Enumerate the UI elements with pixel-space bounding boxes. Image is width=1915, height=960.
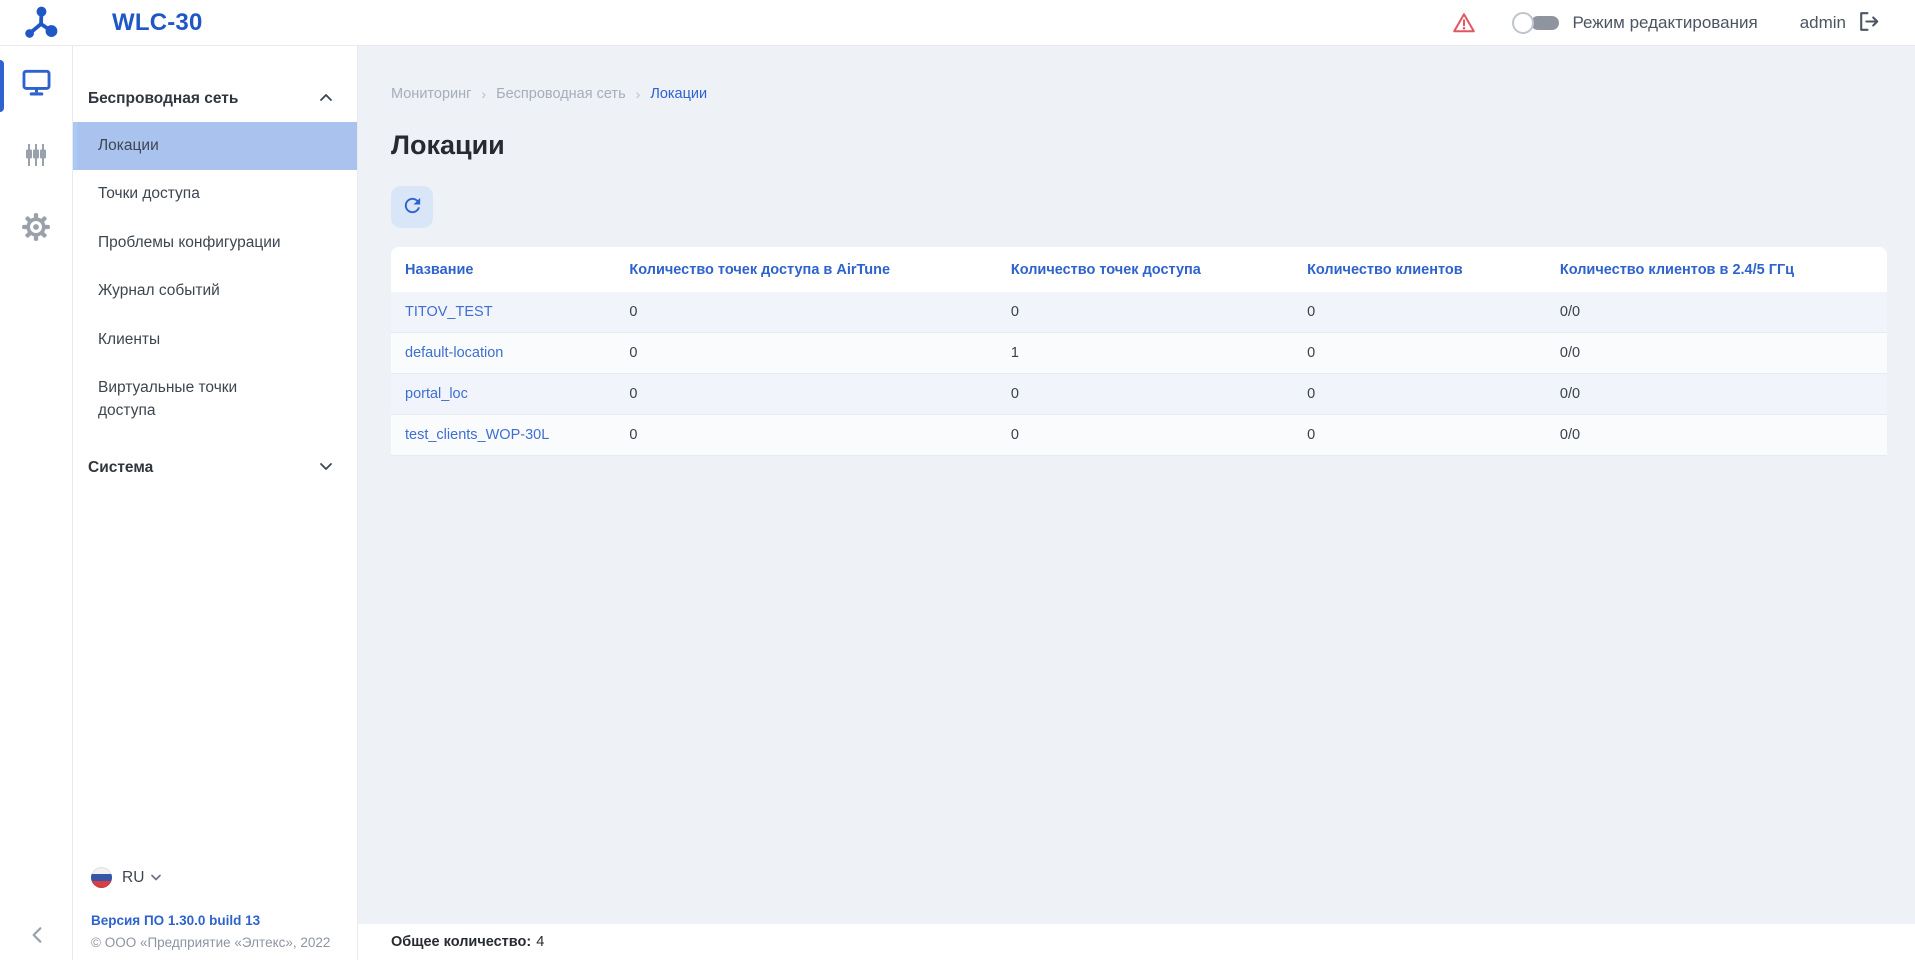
sidebar-item-clients[interactable]: Клиенты (73, 316, 357, 364)
sidebar-item-label: Точки доступа (98, 185, 200, 203)
cell-airtune-aps: 0 (615, 333, 997, 374)
location-link[interactable]: default-location (405, 345, 504, 361)
rail-item-settings[interactable] (12, 204, 60, 252)
warning-triangle-icon[interactable] (1452, 11, 1476, 35)
eltex-logo-icon (22, 4, 60, 42)
sidebar-item-event-log[interactable]: Журнал событий (73, 267, 357, 315)
sidebar-item-label: Журнал событий (98, 282, 220, 300)
icon-rail (0, 46, 73, 960)
sidebar-section-label: Беспроводная сеть (88, 90, 239, 107)
column-header-clients-bands[interactable]: Количество клиентов в 2.4/5 ГГц (1545, 247, 1887, 292)
main-content: Мониторинг › Беспроводная сеть › Локации… (358, 46, 1915, 960)
chevron-down-icon (319, 459, 333, 477)
copyright-text: © ООО «Предприятие «Элтекс», 2022 (91, 935, 331, 950)
cell-clients-bands: 0/0 (1545, 292, 1887, 333)
toggle-track (1531, 15, 1560, 30)
rail-item-configuration[interactable] (12, 132, 60, 180)
monitor-icon (20, 66, 53, 102)
column-header-name[interactable]: Название (391, 247, 616, 292)
menu-sidebar: Беспроводная сеть Локации Точки доступа … (73, 46, 358, 960)
page-title: Локации (391, 130, 505, 160)
cell-airtune-aps: 0 (615, 415, 997, 456)
sidebar-item-label: Проблемы конфигурации (98, 233, 281, 251)
cell-airtune-aps: 0 (615, 292, 997, 333)
cell-clients-bands: 0/0 (1545, 333, 1887, 374)
cell-clients: 0 (1293, 374, 1546, 415)
sidebar-section-wireless[interactable]: Беспроводная сеть (73, 84, 357, 114)
sidebar-bottom: RU Версия ПО 1.30.0 build 13 © ООО «Пред… (73, 867, 357, 950)
location-link[interactable]: portal_loc (405, 386, 468, 402)
cell-clients: 0 (1293, 415, 1546, 456)
breadcrumb-item-monitoring[interactable]: Мониторинг (391, 86, 472, 102)
gear-icon (20, 211, 52, 246)
sidebar-section-label: Система (88, 459, 154, 477)
language-code: RU (122, 868, 145, 886)
edit-mode-toggle[interactable] (1512, 11, 1560, 34)
cell-clients: 0 (1293, 333, 1546, 374)
sidebar-section-system[interactable]: Система (73, 453, 357, 483)
chevron-down-icon (150, 869, 162, 887)
column-header-clients[interactable]: Количество клиентов (1293, 247, 1546, 292)
breadcrumb-separator: › (635, 86, 641, 102)
toggle-knob (1512, 11, 1535, 34)
chevron-up-icon (319, 90, 333, 108)
refresh-button[interactable] (391, 186, 433, 228)
sliders-icon (21, 140, 51, 173)
table-row: test_clients_WOP-30L 0 0 0 0/0 (391, 415, 1887, 456)
firmware-version-link[interactable]: Версия ПО 1.30.0 build 13 (91, 913, 261, 928)
chevron-left-icon (28, 925, 46, 948)
main-layout: Беспроводная сеть Локации Точки доступа … (0, 46, 1915, 960)
sidebar-item-config-problems[interactable]: Проблемы конфигурации (73, 219, 357, 267)
table-row: TITOV_TEST 0 0 0 0/0 (391, 292, 1887, 333)
language-selector[interactable]: RU (91, 867, 162, 888)
breadcrumb-item-wireless[interactable]: Беспроводная сеть (496, 86, 626, 102)
sidebar-item-label: Клиенты (98, 330, 161, 348)
sidebar-item-label: Виртуальные точки доступа (98, 379, 238, 419)
username: admin (1799, 12, 1846, 32)
total-count-value: 4 (536, 934, 545, 950)
sidebar-collapse-button[interactable] (0, 925, 73, 948)
russian-flag-icon (91, 867, 112, 888)
sidebar-scrollbar-thumb[interactable] (73, 122, 77, 170)
header-right: Режим редактирования admin (1452, 9, 1881, 37)
total-count-label: Общее количество: (391, 934, 532, 950)
active-section-indicator (0, 60, 4, 112)
location-link[interactable]: test_clients_WOP-30L (405, 427, 550, 443)
sidebar-item-access-points[interactable]: Точки доступа (73, 170, 357, 218)
table-row: default-location 0 1 0 0/0 (391, 333, 1887, 374)
table-footer: Общее количество: 4 (358, 924, 1915, 960)
cell-clients: 0 (1293, 292, 1546, 333)
cell-aps: 0 (996, 374, 1294, 415)
app-title: WLC-30 (112, 8, 203, 36)
locations-table: Название Количество точек доступа в AirT… (391, 247, 1887, 456)
cell-aps: 1 (996, 333, 1294, 374)
breadcrumb: Мониторинг › Беспроводная сеть › Локации (391, 86, 1887, 102)
refresh-icon (401, 194, 424, 220)
column-header-airtune-aps[interactable]: Количество точек доступа в AirTune (615, 247, 997, 292)
sidebar-item-locations[interactable]: Локации (73, 122, 357, 171)
cell-aps: 0 (996, 415, 1294, 456)
logout-button[interactable] (1856, 9, 1881, 37)
cell-clients-bands: 0/0 (1545, 374, 1887, 415)
location-link[interactable]: TITOV_TEST (405, 304, 493, 320)
edit-mode-label: Режим редактирования (1572, 12, 1758, 32)
table-row: portal_loc 0 0 0 0/0 (391, 374, 1887, 415)
breadcrumb-separator: › (481, 86, 487, 102)
cell-airtune-aps: 0 (615, 374, 997, 415)
app-header: WLC-30 Режим редактирования admin (0, 0, 1915, 46)
rail-item-monitoring[interactable] (12, 60, 60, 108)
sidebar-item-label: Локации (98, 137, 159, 154)
sidebar-menu-list: Локации Точки доступа Проблемы конфигура… (73, 122, 357, 435)
sidebar-item-virtual-aps[interactable]: Виртуальные точки доступа (73, 364, 357, 435)
logout-icon (1856, 9, 1881, 37)
cell-clients-bands: 0/0 (1545, 415, 1887, 456)
breadcrumb-item-locations[interactable]: Локации (650, 86, 708, 102)
column-header-aps[interactable]: Количество точек доступа (996, 247, 1294, 292)
table-header-row: Название Количество точек доступа в AirT… (391, 247, 1887, 292)
cell-aps: 0 (996, 292, 1294, 333)
